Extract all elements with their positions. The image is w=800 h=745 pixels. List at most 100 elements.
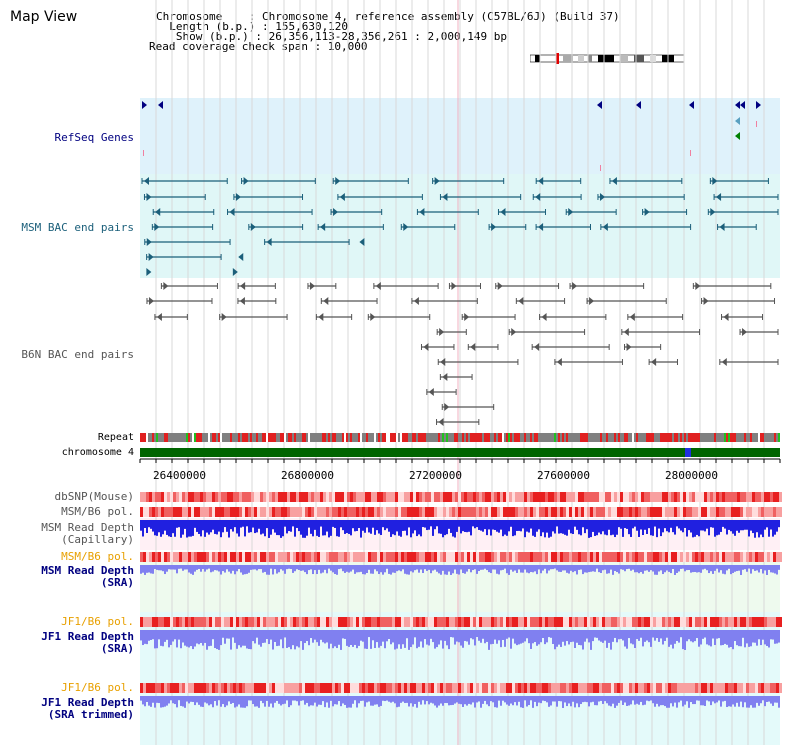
jf1-sra-depth-bar <box>390 630 392 645</box>
dbsnp-heat <box>380 492 383 502</box>
jf1-pol-heat <box>773 617 776 627</box>
repeat-segment <box>670 433 672 442</box>
jf1-pol-heat <box>392 617 395 627</box>
msm-sra-depth-bar <box>432 565 434 571</box>
jf1-sra-depth-bar <box>268 630 270 645</box>
refseq-gene-arrow <box>142 101 147 109</box>
repeat-segment <box>252 433 254 442</box>
jf1-trim-depth-bar <box>704 696 706 706</box>
msm-sra-depth-bar <box>722 565 724 574</box>
msm-cap-depth-bar <box>716 520 718 536</box>
jf1-sra-depth-bar <box>628 630 630 639</box>
jf1-sra-depth-bar <box>486 630 488 642</box>
jf1-pol-heat <box>317 617 320 627</box>
dbsnp-heat <box>407 492 410 502</box>
msm-pol-heat <box>161 507 164 517</box>
msm-pol2-heat <box>569 552 572 562</box>
jf1-sra-depth-bar <box>236 630 238 649</box>
msm-sra-depth-bar <box>154 565 156 569</box>
msm-cap-depth-bar <box>334 520 336 528</box>
jf1-trim-depth-bar <box>650 696 652 701</box>
jf1-pol-heat <box>644 617 647 627</box>
jf1-pol2-heat <box>398 683 401 693</box>
jf1-sra-depth-bar <box>412 630 414 645</box>
msm-sra-depth-bar <box>688 565 690 570</box>
msm-pol2-heat <box>635 552 638 562</box>
repeat-segment <box>710 433 712 442</box>
jf1-pol-heat <box>200 617 203 627</box>
msm-sra-depth-bar <box>276 565 278 574</box>
msm-pol-heat <box>320 507 323 517</box>
msm-pol2-heat <box>275 552 278 562</box>
msm-pol2-heat <box>530 552 533 562</box>
msm-pol2-heat <box>146 552 149 562</box>
jf1-trim-depth-bar <box>678 696 680 703</box>
jf1-trim-depth-bar <box>544 696 546 702</box>
jf1-pol-heat <box>548 617 551 627</box>
msm-pol-heat <box>401 507 404 517</box>
msm-cap-depth-bar <box>588 520 590 538</box>
b6n-bac-arrow <box>651 358 657 366</box>
msm-sra-depth-bar <box>516 565 518 573</box>
jf1-sra-depth-bar <box>154 630 156 649</box>
msm-sra-depth-bar <box>586 565 588 573</box>
msm-pol-heat <box>368 507 371 517</box>
repeat-segment <box>460 433 462 442</box>
msm-pol2-heat <box>194 552 197 562</box>
msm-sra-depth-bar <box>446 565 448 575</box>
msm-pol-heat <box>179 507 182 517</box>
repeat-segment <box>498 433 500 442</box>
dbsnp-heat <box>503 492 506 502</box>
repeat-segment <box>476 433 478 442</box>
dbsnp-heat <box>599 492 602 502</box>
msm-sra-depth-bar <box>208 565 210 569</box>
dbsnp-heat <box>611 492 614 502</box>
msm-pol-heat <box>752 507 755 517</box>
jf1-trim-depth-bar <box>486 696 488 705</box>
repeat-segment <box>346 433 348 442</box>
msm-pol-heat <box>773 507 776 517</box>
jf1-trim-depth-bar <box>198 696 200 705</box>
jf1-sra-depth-bar <box>450 630 452 638</box>
msm-sra-depth-bar <box>590 565 592 572</box>
jf1-sra-depth-bar <box>514 630 516 644</box>
repeat-segment <box>750 433 752 442</box>
msm-sra-depth-bar <box>168 565 170 570</box>
msm-pol-heat <box>143 507 146 517</box>
msm-pol-heat <box>710 507 713 517</box>
msm-cap-depth-bar <box>564 520 566 535</box>
msm-cap-depth-bar <box>398 520 400 536</box>
jf1-pol-heat <box>311 617 314 627</box>
jf1-pol-heat <box>761 617 764 627</box>
jf1-pol-heat <box>734 617 737 627</box>
msm-sra-depth-bar <box>254 565 256 570</box>
msm-sra-depth-bar <box>166 565 168 572</box>
dbsnp-heat <box>272 492 275 502</box>
jf1-trim-depth-bar <box>770 696 772 704</box>
b6n-bac-arrow <box>221 313 227 321</box>
jf1-trim-depth-bar <box>302 696 304 701</box>
jf1-sra-depth-bar <box>148 630 150 641</box>
jf1-trim-depth-bar <box>692 696 694 705</box>
msm-sra-depth-bar <box>676 565 678 573</box>
jf1-pol-heat <box>611 617 614 627</box>
repeat-segment <box>304 433 306 442</box>
msm-sra-depth-bar <box>718 565 720 573</box>
msm-cap-depth-bar <box>506 520 508 536</box>
msm-cap-depth-bar <box>536 520 538 532</box>
msm-pol-heat <box>695 507 698 517</box>
jf1-pol2-heat <box>221 683 224 693</box>
msm-sra-depth-bar <box>380 565 382 573</box>
jf1-sra-depth-bar <box>166 630 168 640</box>
msm-pol2-heat <box>386 552 389 562</box>
msm-pol2-heat <box>557 552 560 562</box>
jf1-pol-heat <box>698 617 701 627</box>
repeat-segment <box>402 433 404 442</box>
jf1-sra-depth-bar <box>250 630 252 650</box>
msm-cap-depth-bar <box>446 520 448 535</box>
jf1-pol-heat <box>518 617 521 627</box>
msm-cap-depth-bar <box>374 520 376 535</box>
msm-sra-depth-bar <box>152 565 154 574</box>
repeat-segment <box>396 433 398 442</box>
